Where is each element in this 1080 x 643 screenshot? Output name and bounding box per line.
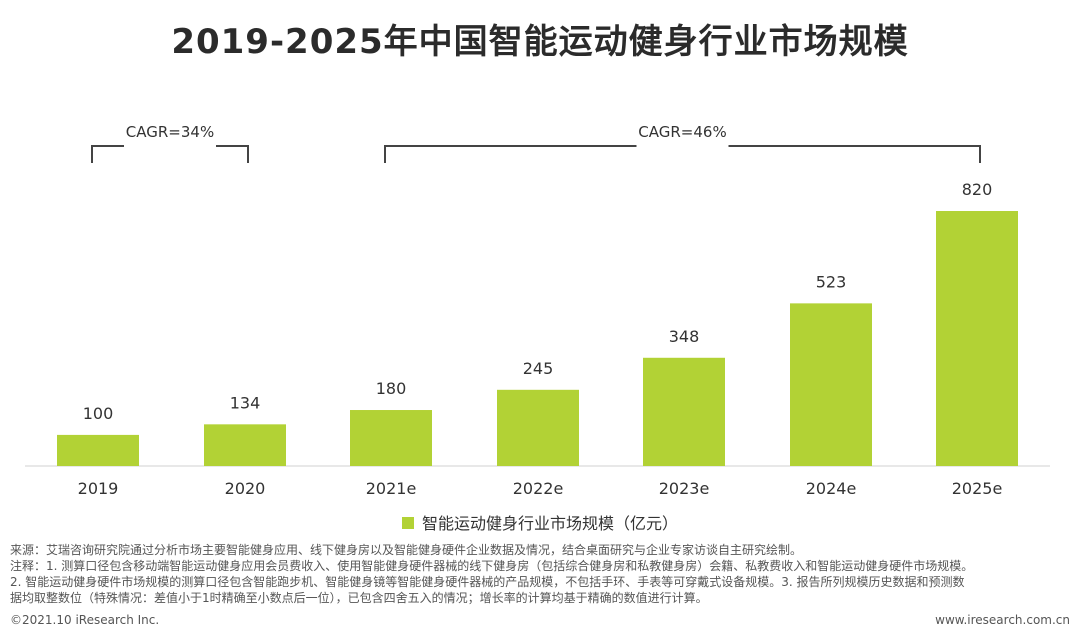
tick-label-2020: 2020 <box>225 479 266 498</box>
cagr-bracket-0 <box>91 145 249 163</box>
tick-label-2025e: 2025e <box>952 479 1003 498</box>
tick-label-2022e: 2022e <box>513 479 564 498</box>
tick-label-2019: 2019 <box>78 479 119 498</box>
data-label-2021e: 180 <box>376 379 407 398</box>
data-label-2023e: 348 <box>669 327 700 346</box>
cagr-bracket-1 <box>384 145 981 163</box>
data-label-2019: 100 <box>83 404 114 423</box>
bar-2023e <box>643 357 725 466</box>
copyright: ©2021.10 iResearch Inc. <box>10 613 160 627</box>
bar-2022e <box>497 389 579 466</box>
note-line-1: 注释：1. 测算口径包含移动端智能运动健身应用会员费收入、使用智能健身硬件器械的… <box>10 559 974 573</box>
legend-swatch <box>401 516 414 529</box>
notes: 来源：艾瑞咨询研究院通过分析市场主要智能健身应用、线下健身房以及智能健身硬件企业… <box>10 542 1072 606</box>
website: www.iresearch.com.cn <box>935 613 1070 627</box>
bar-2025e <box>936 211 1018 466</box>
legend: 智能运动健身行业市场规模（亿元） <box>0 510 1080 534</box>
data-label-2025e: 820 <box>962 180 993 199</box>
data-label-2020: 134 <box>230 393 261 412</box>
bar-2024e <box>790 303 872 466</box>
data-label-2022e: 245 <box>523 359 554 378</box>
legend-label: 智能运动健身行业市场规模（亿元） <box>421 514 678 533</box>
tick-label-2024e: 2024e <box>806 479 857 498</box>
tick-label-2023e: 2023e <box>659 479 710 498</box>
chart-title: 2019-2025年中国智能运动健身行业市场规模 <box>171 22 909 62</box>
bar-2019 <box>57 434 139 466</box>
tick-label-2021e: 2021e <box>366 479 417 498</box>
note-line-2: 2. 智能运动健身硬件市场规模的测算口径包含智能跑步机、智能健身镜等智能健身硬件… <box>10 575 965 589</box>
cagr-label-1: CAGR=46% <box>638 123 726 141</box>
bar-2021e <box>350 410 432 466</box>
bar-2020 <box>204 424 286 466</box>
data-label-2024e: 523 <box>816 272 847 291</box>
source-note: 来源：艾瑞咨询研究院通过分析市场主要智能健身应用、线下健身房以及智能健身硬件企业… <box>10 543 803 557</box>
cagr-label-0: CAGR=34% <box>126 123 214 141</box>
note-line-3: 据均取整数位（特殊情况：差值小于1时精确至小数点后一位），已包含四舍五入的情况；… <box>10 591 708 605</box>
